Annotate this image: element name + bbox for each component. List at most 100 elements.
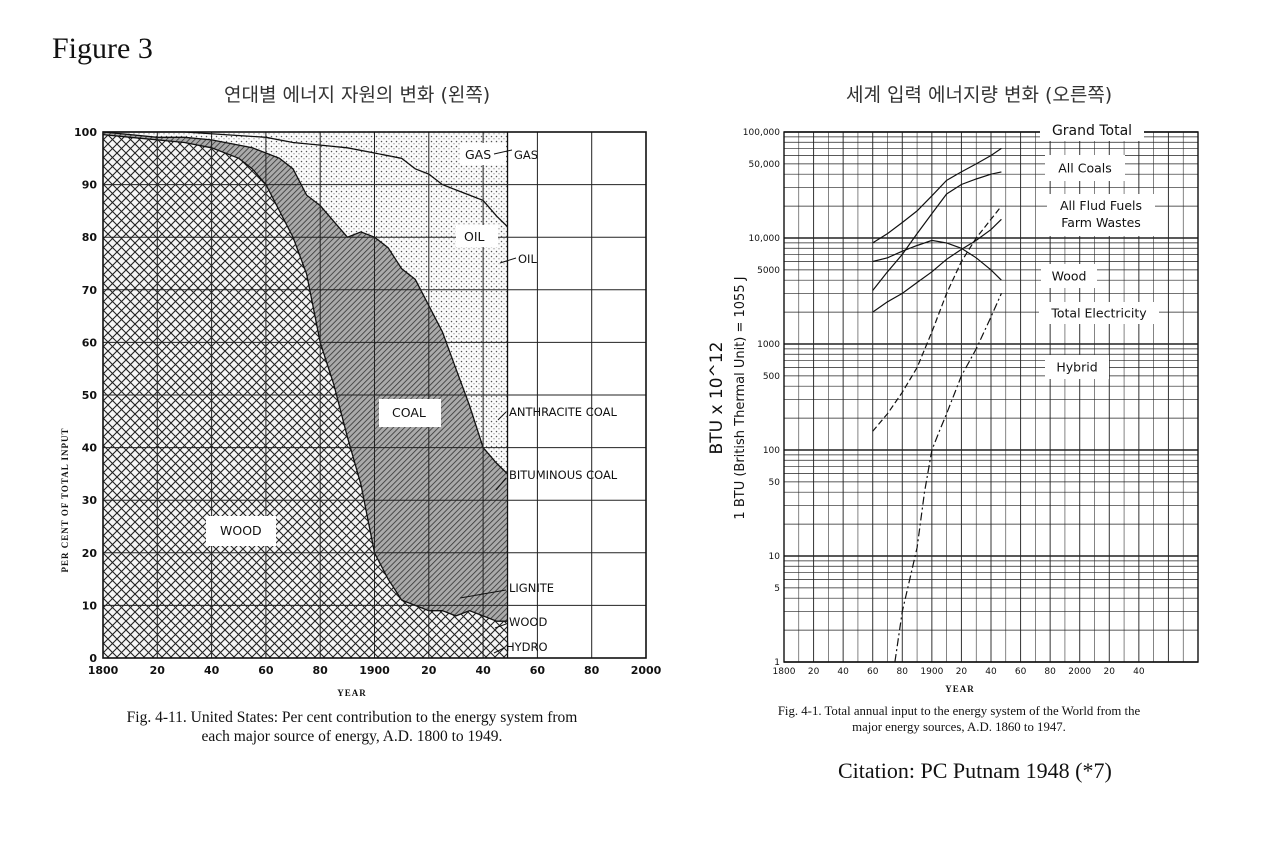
right-caption-line1: Fig. 4-1. Total annual input to the ener… — [777, 704, 1141, 718]
left-y-tick-7: 70 — [82, 284, 98, 297]
right-y-tick-3: 50 — [769, 478, 781, 488]
series-label-box-1 — [1045, 155, 1125, 181]
left-caption-line2: each major source of energy, A.D. 1800 t… — [201, 728, 503, 745]
right-chart-title: 세계 입력 에너지량 변화 (오른쪽) — [846, 84, 1113, 106]
left-y-tick-6: 60 — [82, 336, 98, 349]
left-y-tick-9: 90 — [82, 179, 98, 192]
left-x-tick-0: 1800 — [88, 664, 119, 677]
coal-region-label: COAL — [392, 405, 426, 420]
right-x-tick-0: 1800 — [773, 667, 796, 677]
right-y-tick-0: 1 — [774, 658, 780, 668]
series-label-box-2 — [1047, 194, 1155, 236]
left-area-chart: 1800 20 40 60 80 1900 20 40 60 80 2000 0 10 20 30 40 50 6… — [60, 126, 662, 698]
series-label-4: Total Electricity — [1050, 306, 1147, 321]
right-x-tick-5: 1900 — [920, 667, 943, 677]
series-label-1: All Coals — [1058, 161, 1112, 176]
right-x-tick-2: 40 — [837, 667, 849, 677]
series-line-0 — [872, 147, 1002, 244]
series-line-5 — [894, 293, 1002, 663]
wood-region-label: WOOD — [220, 523, 262, 538]
left-x-tick-3: 60 — [258, 664, 274, 677]
left-x-tick-7: 40 — [475, 664, 491, 677]
right-x-tick-7: 40 — [985, 667, 997, 677]
right-x-tick-6: 20 — [956, 667, 968, 677]
oil-side-label: OIL — [518, 252, 537, 266]
lignite-side-label: LIGNITE — [509, 581, 554, 595]
series-line-2 — [872, 218, 1002, 313]
left-x-axis-label: YEAR — [337, 688, 367, 698]
left-y-axis-label: PER CENT OF TOTAL INPUT — [60, 427, 70, 572]
right-x-tick-10: 2000 — [1068, 667, 1091, 677]
series-label-box-3 — [1041, 264, 1097, 288]
left-y-tick-1: 10 — [82, 599, 98, 612]
citation: Citation: PC Putnam 1948 (*7) — [838, 758, 1112, 783]
right-y-tick-2: 10 — [769, 552, 781, 562]
right-caption: Fig. 4-1. Total annual input to the ener… — [704, 703, 1214, 735]
left-y-tick-10: 100 — [74, 126, 97, 139]
left-plot-frame — [102, 131, 647, 659]
right-y-tick-1: 5 — [774, 584, 780, 594]
series-label-0: Grand Total — [1052, 123, 1132, 139]
right-y-tick-7: 5000 — [757, 266, 780, 276]
right-y-tick-10: 100,000 — [743, 128, 780, 138]
right-x-axis-label: YEAR — [945, 684, 975, 694]
bituminous-side-label: BITUMINOUS COAL — [509, 468, 618, 482]
right-x-tick-4: 80 — [897, 667, 909, 677]
figure-label: Figure 3 — [52, 32, 153, 65]
right-y-axis-unit-note: 1 BTU (British Thermal Unit) = 1055 J — [733, 276, 748, 519]
left-x-tick-8: 60 — [530, 664, 546, 677]
right-y-tick-8: 10,000 — [749, 234, 781, 244]
series-label-2-b: Farm Wastes — [1061, 215, 1141, 230]
series-label-box-0 — [1040, 119, 1144, 141]
right-line-chart: 1800 20 40 60 80 1900 20 40 60 80 2000 20 40 1 5 10 50 10… — [707, 119, 1199, 694]
right-y-tick-5: 500 — [763, 372, 780, 382]
series-line-4 — [872, 205, 1002, 432]
left-x-tick-10: 2000 — [631, 664, 662, 677]
left-x-tick-4: 80 — [313, 664, 329, 677]
left-y-tick-2: 20 — [82, 547, 98, 560]
anthracite-side-label: ANTHRACITE COAL — [509, 405, 617, 419]
left-y-tick-5: 50 — [82, 389, 98, 402]
left-y-tick-3: 30 — [82, 494, 98, 507]
left-caption: Fig. 4-11. United States: Per cent contr… — [40, 708, 664, 746]
series-label-2-a: All Flud Fuels — [1060, 198, 1142, 213]
left-y-tick-0: 0 — [89, 652, 97, 665]
right-caption-line2: major energy sources, A.D. 1860 to 1947. — [852, 720, 1066, 734]
left-caption-line1: Fig. 4-11. United States: Per cent contr… — [126, 709, 578, 726]
right-y-tick-4: 100 — [763, 446, 780, 456]
series-line-3 — [872, 239, 1002, 281]
wood-area — [103, 134, 508, 659]
right-y-tick-6: 1000 — [757, 340, 780, 350]
right-x-tick-11: 20 — [1104, 667, 1116, 677]
right-y-axis-label: BTU x 10^12 — [707, 342, 727, 455]
coal-boundary-line — [102, 131, 508, 475]
right-x-tick-8: 60 — [1015, 667, 1027, 677]
wood-side-label: WOOD — [509, 615, 547, 629]
oil-region-label: OIL — [464, 229, 485, 244]
series-label-box-5 — [1045, 355, 1109, 379]
series-label-3: Wood — [1052, 269, 1087, 284]
left-y-tick-8: 80 — [82, 231, 98, 244]
left-x-tick-6: 20 — [421, 664, 437, 677]
series-line-1 — [872, 171, 1002, 291]
gas-side-label: GAS — [514, 148, 538, 162]
hydro-side-label: HYDRO — [506, 640, 548, 654]
wood-boundary-line — [102, 133, 508, 622]
left-x-tick-9: 80 — [584, 664, 600, 677]
series-label-5: Hybrid — [1056, 360, 1097, 375]
left-x-tick-2: 40 — [204, 664, 220, 677]
left-chart-title: 연대별 에너지 자원의 변화 (왼쪽) — [224, 84, 491, 106]
right-x-tick-9: 80 — [1044, 667, 1056, 677]
series-label-box-4 — [1039, 302, 1159, 324]
left-x-tick-1: 20 — [150, 664, 166, 677]
right-x-tick-3: 60 — [867, 667, 879, 677]
left-y-tick-4: 40 — [82, 442, 98, 455]
right-plot-frame — [783, 131, 1199, 663]
right-x-tick-1: 20 — [808, 667, 820, 677]
right-y-tick-9: 50,000 — [749, 160, 781, 170]
left-x-tick-5: 1900 — [359, 664, 390, 677]
right-x-tick-12: 40 — [1133, 667, 1145, 677]
oil-boundary-line — [103, 131, 508, 228]
gas-region-label: GAS — [465, 147, 491, 162]
